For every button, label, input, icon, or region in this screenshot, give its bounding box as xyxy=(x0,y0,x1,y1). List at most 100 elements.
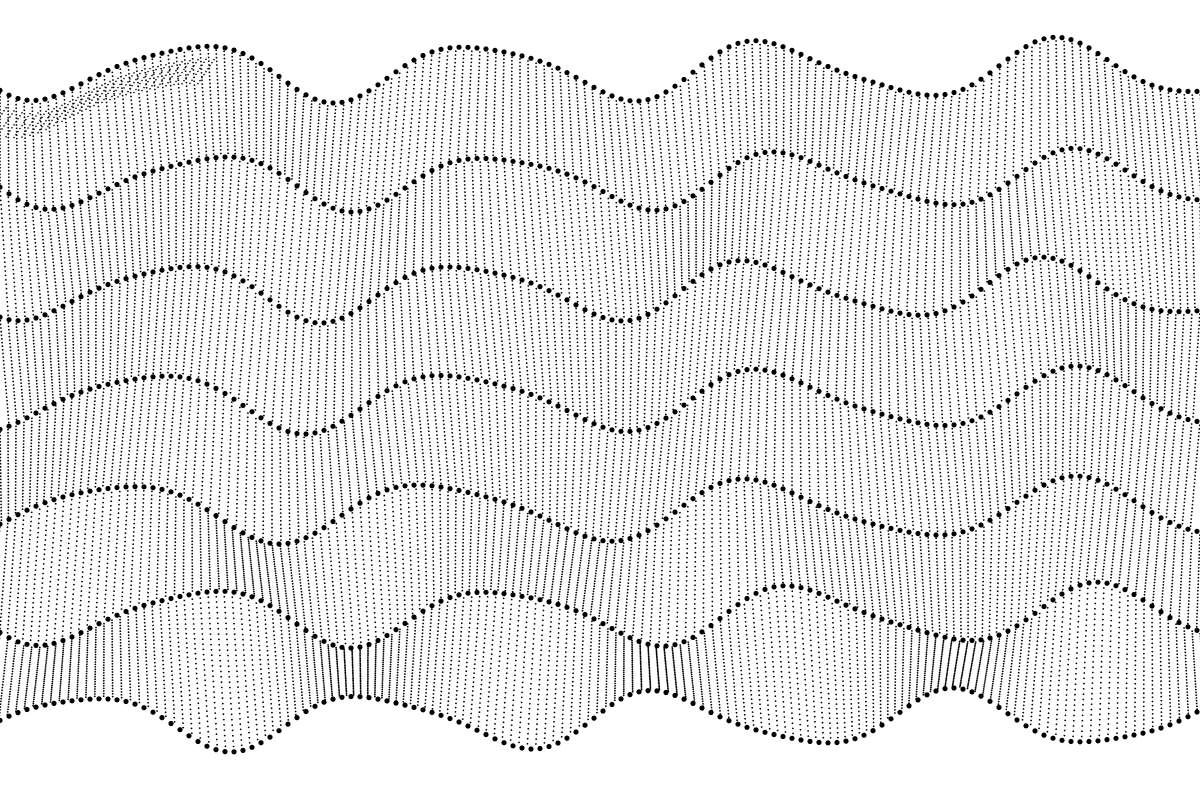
wave-dot xyxy=(329,181,331,183)
wave-dot xyxy=(886,178,888,181)
wave-dot xyxy=(1132,131,1134,134)
wave-dot xyxy=(1143,167,1145,170)
wave-dot xyxy=(884,112,887,115)
wave-dot xyxy=(1121,102,1124,104)
wave-dot xyxy=(436,93,438,95)
wave-dot xyxy=(604,162,607,165)
wave-dot xyxy=(1146,119,1149,122)
wave-dot xyxy=(11,247,13,250)
wave-dot xyxy=(284,154,287,157)
wave-dot xyxy=(1098,99,1100,102)
wave-dot xyxy=(782,81,785,84)
wave-dot xyxy=(722,106,724,108)
wave-dot xyxy=(1056,134,1059,137)
wave-dot xyxy=(1194,123,1196,125)
wave-dot xyxy=(1096,72,1099,74)
wave-dot xyxy=(60,188,63,191)
wave-dot xyxy=(979,146,982,148)
wave-dot xyxy=(920,163,923,166)
wave-dot xyxy=(0,137,1,140)
wave-dot xyxy=(7,166,10,169)
wave-dot xyxy=(1174,167,1177,170)
wave-dot xyxy=(719,62,722,65)
wave-dot xyxy=(597,171,600,174)
wave-dot xyxy=(913,154,915,157)
wave-dot xyxy=(543,75,546,78)
wave-dot xyxy=(161,86,164,89)
wave-dot xyxy=(952,181,955,183)
wave-dot xyxy=(380,113,383,116)
wave-dot xyxy=(367,176,370,178)
wave-dot xyxy=(884,116,886,118)
wave-dot xyxy=(425,133,428,136)
wave-dot xyxy=(232,98,235,101)
wave-dot xyxy=(388,112,390,115)
wave-dot xyxy=(753,130,756,133)
wave-dot xyxy=(682,120,684,123)
wave-dot xyxy=(633,125,636,127)
wave-dot xyxy=(1169,117,1172,119)
wave-dot xyxy=(1175,96,1178,99)
wave-dot xyxy=(641,129,644,131)
wave-dot xyxy=(626,130,628,133)
wave-dot xyxy=(683,131,685,134)
wave-dot xyxy=(160,164,163,166)
wave-dot xyxy=(374,193,376,196)
wave-dot xyxy=(315,151,318,154)
wave-dot xyxy=(1047,87,1050,90)
wave-dot xyxy=(864,158,866,161)
wave-dot xyxy=(1189,158,1192,161)
wave-dot xyxy=(732,144,734,147)
wave-dot xyxy=(811,154,813,157)
wave-dot xyxy=(494,89,496,92)
wave-dot xyxy=(494,82,496,84)
wave-dot xyxy=(691,133,694,136)
wave-dot xyxy=(953,173,955,176)
wave-dot xyxy=(751,43,753,46)
wave-dot xyxy=(231,52,234,54)
wave-dot xyxy=(783,60,785,63)
wave-dot xyxy=(642,132,644,135)
wave-dot xyxy=(255,96,258,99)
wave-dot xyxy=(326,115,328,117)
wave-dot xyxy=(672,201,675,204)
wave-dot xyxy=(372,118,375,121)
wave-dot xyxy=(73,125,76,128)
wave-dot xyxy=(981,109,984,111)
wave-dot xyxy=(56,301,59,303)
wave-dot xyxy=(754,146,756,148)
wave-dot xyxy=(720,66,722,69)
wave-dot xyxy=(124,268,127,270)
wave-dot xyxy=(1169,113,1172,116)
wave-dot xyxy=(64,222,67,225)
wave-dot xyxy=(887,162,890,164)
wave-dot xyxy=(982,96,984,99)
wave-dot xyxy=(484,124,487,127)
wave-dot xyxy=(78,271,80,273)
wave-dot xyxy=(737,97,740,100)
wave-dot xyxy=(422,166,425,169)
wave-dot xyxy=(199,57,202,59)
wave-dot xyxy=(1191,97,1194,100)
wave-dot xyxy=(1039,47,1041,49)
wave-dot xyxy=(79,286,82,289)
wave-dot xyxy=(837,100,839,103)
wave-dot xyxy=(114,226,116,229)
wave-dot xyxy=(199,49,202,52)
wave-dot xyxy=(33,153,35,155)
wave-dot xyxy=(1047,40,1049,43)
wave-dot xyxy=(424,141,427,144)
wave-dot xyxy=(408,143,411,146)
wave-dot xyxy=(204,143,207,145)
wave-dot xyxy=(80,210,82,213)
wave-dot xyxy=(16,154,18,157)
wave-dot xyxy=(215,49,218,52)
wave-dot xyxy=(103,75,106,77)
wave-dot xyxy=(1021,130,1024,132)
wave-dot xyxy=(738,109,740,112)
wave-dot xyxy=(212,138,214,141)
wave-dot xyxy=(154,88,156,91)
wave-dot xyxy=(996,144,998,147)
wave-dot xyxy=(527,131,530,133)
wave-dot xyxy=(601,117,604,120)
